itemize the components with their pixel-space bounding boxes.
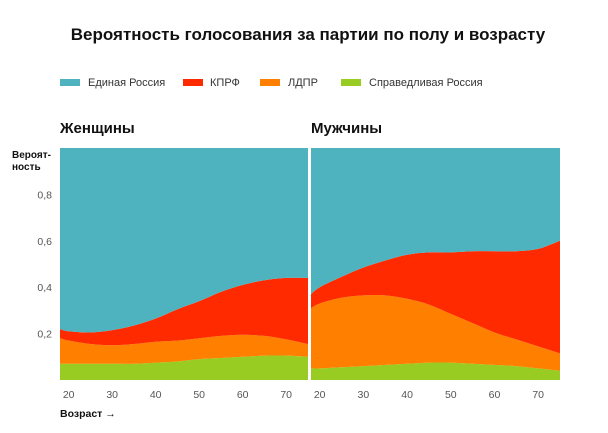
legend-swatch-sr (341, 79, 361, 86)
x-tick-label: 30 (106, 389, 118, 401)
y-tick-label: 0,2 (37, 329, 52, 341)
legend-swatch-ldpr (260, 79, 280, 86)
area-women-ldpr (60, 334, 308, 364)
x-tick-label: 20 (314, 389, 326, 401)
legend-swatch-ur (60, 79, 80, 86)
x-tick-label: 50 (445, 389, 457, 401)
area-women-kprf (60, 277, 308, 346)
x-axis-ticks: 20 30 40 50 60 70 20 30 40 50 60 70 (63, 389, 544, 401)
legend-label-kprf: КПРФ (210, 77, 240, 89)
chart-title: Вероятность голосования за партии по пол… (71, 25, 546, 44)
y-tick-label: 0,4 (37, 282, 52, 294)
x-tick-label: 40 (150, 389, 162, 401)
legend: Единая Россия КПРФ ЛДПР Справедливая Рос… (60, 77, 483, 89)
y-axis-ticks: 0,2 0,4 0,6 0,8 (37, 189, 52, 340)
legend-label-ldpr: ЛДПР (288, 77, 318, 89)
x-tick-label: 20 (63, 389, 75, 401)
y-tick-label: 0,8 (37, 189, 52, 201)
x-tick-label: 60 (489, 389, 501, 401)
y-axis-label-line: Вероят- (12, 150, 51, 161)
y-axis-label-line: ность (12, 162, 41, 173)
x-tick-label: 40 (401, 389, 413, 401)
legend-label-sr: Справедливая Россия (369, 77, 483, 89)
legend-swatch-kprf (183, 79, 203, 86)
x-tick-label: 70 (532, 389, 544, 401)
area-men-ldpr (311, 294, 560, 371)
area-men-kprf (311, 240, 560, 354)
area-men-ur (311, 148, 560, 295)
area-women-ur (60, 148, 308, 333)
x-tick-label: 60 (237, 389, 249, 401)
x-tick-label: 70 (280, 389, 292, 401)
x-axis-label: Возраст → (60, 408, 116, 420)
panel-men (311, 148, 560, 380)
legend-label-ur: Единая Россия (88, 77, 165, 89)
x-tick-label: 50 (193, 389, 205, 401)
y-axis-label: Вероят-ность (12, 150, 51, 173)
x-tick-label: 30 (358, 389, 370, 401)
panel-title-women: Женщины (59, 120, 135, 137)
y-tick-label: 0,6 (37, 236, 52, 248)
area-women-sr (60, 355, 308, 380)
panel-title-men: Мужчины (311, 120, 382, 137)
area-men-sr (311, 362, 560, 380)
panel-women (60, 148, 308, 380)
